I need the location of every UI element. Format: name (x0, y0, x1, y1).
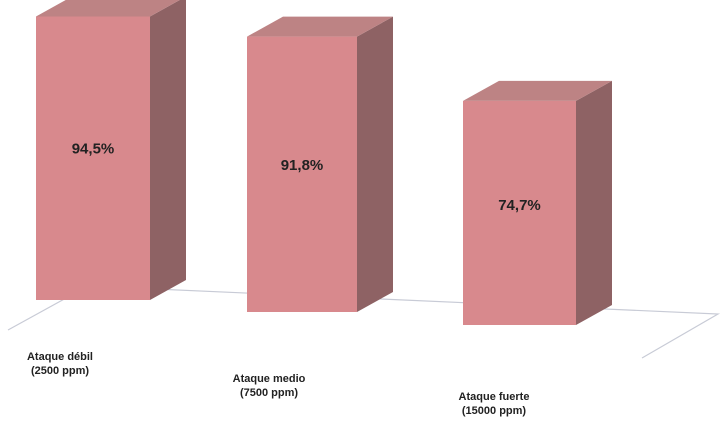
category-label-2: Ataque fuerte (15000 ppm) (442, 390, 546, 418)
bar-1: 91,8% (247, 16, 393, 312)
chart-floor (7, 285, 721, 359)
bar-side-1 (357, 16, 393, 312)
bar-front-0 (36, 16, 150, 300)
bar-side-0 (150, 0, 186, 300)
category-label-0: Ataque débil (2500 ppm) (12, 350, 108, 378)
category-detail-0: (2500 ppm) (30, 365, 90, 377)
bar-top-0 (36, 0, 180, 17)
category-name-0: Ataque débil (26, 351, 93, 363)
category-detail-2: (15000 ppm) (461, 405, 527, 417)
category-detail-1: (7500 ppm) (239, 387, 299, 399)
category-name-1: Ataque medio (232, 373, 306, 385)
bar-front-2 (463, 100, 576, 326)
value-label-1: 91,8% (281, 157, 324, 174)
bars-group: 94,5% 91,8% 74,7% (36, 0, 612, 326)
bar-top-1 (247, 16, 393, 37)
category-label-1: Ataque medio (7500 ppm) (219, 372, 319, 400)
bar-front-1 (247, 36, 357, 312)
bar-top-2 (463, 80, 612, 101)
category-name-2: Ataque fuerte (458, 391, 530, 403)
value-label-0: 94,5% (72, 141, 115, 158)
bar-side-2 (576, 80, 612, 326)
floor-outline (7, 285, 721, 359)
bar-2: 74,7% (463, 80, 612, 326)
value-label-2: 74,7% (498, 197, 541, 214)
bar-0: 94,5% (36, 0, 186, 300)
